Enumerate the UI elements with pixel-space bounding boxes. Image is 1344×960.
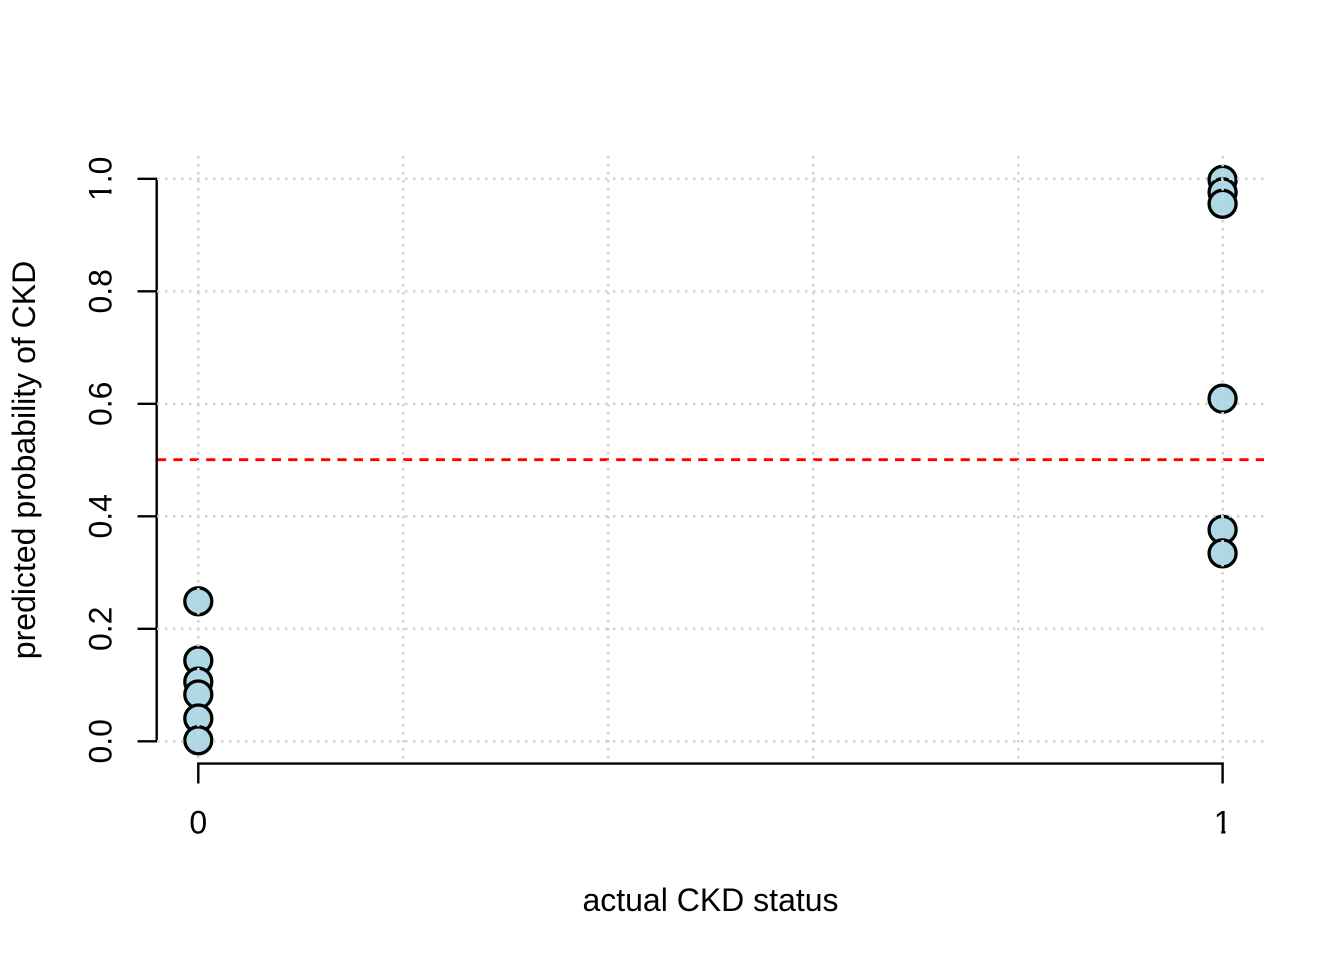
svg-text:1.0: 1.0 bbox=[82, 157, 118, 201]
svg-text:predicted probability of CKD: predicted probability of CKD bbox=[6, 261, 42, 659]
svg-text:0: 0 bbox=[189, 805, 207, 841]
svg-text:0.2: 0.2 bbox=[82, 607, 118, 651]
svg-text:0.8: 0.8 bbox=[82, 269, 118, 313]
svg-text:0.4: 0.4 bbox=[82, 494, 118, 538]
svg-text:actual CKD status: actual CKD status bbox=[582, 882, 838, 918]
svg-text:0.6: 0.6 bbox=[82, 382, 118, 426]
svg-text:0.0: 0.0 bbox=[82, 719, 118, 763]
